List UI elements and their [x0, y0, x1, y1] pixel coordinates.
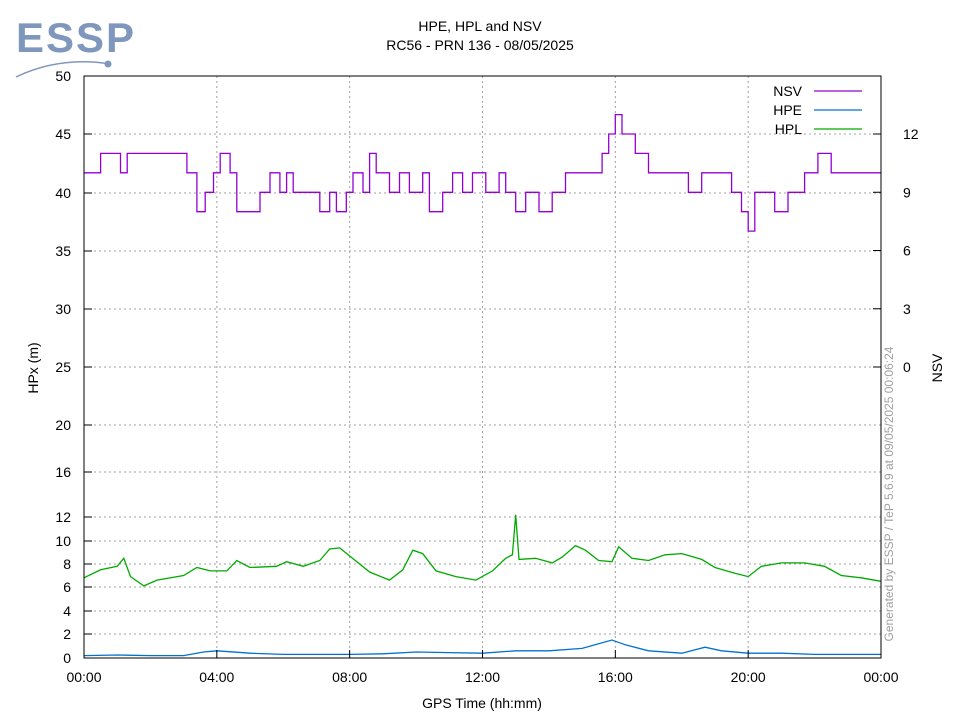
logo-swoosh-icon	[15, 61, 111, 78]
y-tick-label: 20	[55, 417, 71, 433]
x-axis: 00:00 04:00 08:00 12:00 16:00 20:00 00:00	[66, 650, 899, 685]
generated-by-watermark: Generated by ESSP / TeP 5.6.9 at 09/05/2…	[882, 346, 896, 641]
series-nsv-line	[84, 113, 881, 232]
y-tick-label: 40	[55, 185, 71, 201]
chart-subtitle: RC56 - PRN 136 - 08/05/2025	[386, 37, 574, 53]
logo-text: ESSP	[16, 14, 136, 61]
series-hpe-line	[83, 639, 881, 657]
y-tick-label: 25	[55, 359, 71, 375]
series-layer	[83, 113, 882, 657]
y-axis-left: 0 2 4 6 8 10 12 16 20 25 30 35 40 45 50	[55, 68, 92, 666]
x-tick-label: 00:00	[66, 669, 101, 685]
x-axis-label: GPS Time (hh:mm)	[422, 695, 542, 711]
y2-tick-label: 6	[903, 243, 911, 259]
legend-label-nsv: NSV	[773, 83, 802, 99]
essp-logo: ESSP	[15, 14, 136, 78]
x-tick-label: 00:00	[863, 669, 898, 685]
y2-tick-label: 3	[903, 301, 911, 317]
y2-tick-label: 9	[903, 184, 911, 200]
y-tick-label: 35	[55, 243, 71, 259]
x-tick-label: 12:00	[465, 669, 500, 685]
y-tick-label: 2	[63, 626, 71, 642]
y2-tick-label: 12	[903, 126, 919, 142]
y-axis-right: 0 3 6 9 12	[873, 126, 919, 375]
legend-label-hpl: HPL	[775, 121, 802, 137]
y-tick-label: 8	[63, 556, 71, 572]
y-axis-label: HPx (m)	[25, 342, 41, 393]
x-tick-label: 04:00	[199, 669, 234, 685]
y-tick-label: 45	[55, 126, 71, 142]
legend: NSV HPE HPL	[773, 83, 862, 137]
y-tick-label: 30	[55, 301, 71, 317]
x-tick-label: 16:00	[598, 669, 633, 685]
y-tick-label: 10	[55, 533, 71, 549]
y-tick-label: 6	[63, 579, 71, 595]
series-hpl-line	[83, 514, 882, 587]
legend-label-hpe: HPE	[773, 102, 802, 118]
x-tick-label: 08:00	[332, 669, 367, 685]
x-tick-label: 20:00	[731, 669, 766, 685]
y-tick-label: 50	[55, 68, 71, 84]
logo-dot-icon	[104, 60, 112, 68]
y2-axis-label: NSV	[929, 353, 945, 382]
y-tick-label: 16	[55, 464, 71, 480]
y-tick-label: 0	[63, 650, 71, 666]
y-tick-label: 4	[63, 603, 71, 619]
chart-title: HPE, HPL and NSV	[418, 18, 542, 34]
y2-tick-label: 0	[903, 359, 911, 375]
y-tick-label: 12	[55, 509, 71, 525]
grid	[84, 76, 881, 658]
